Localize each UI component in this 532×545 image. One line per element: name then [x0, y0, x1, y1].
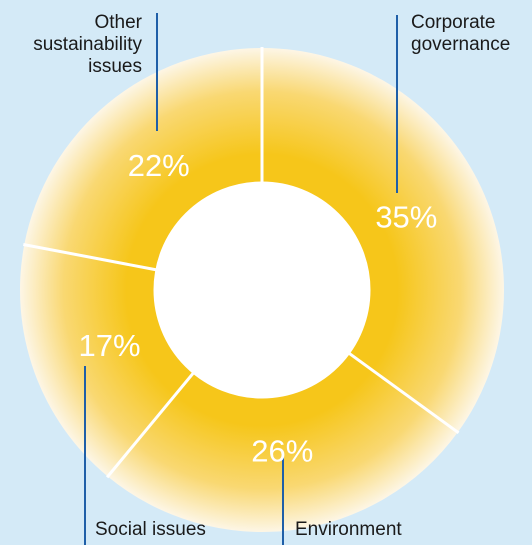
donut-hole: [153, 181, 371, 399]
slice-corporate-governance: [262, 48, 504, 433]
slice-label-text: Corporate governance: [411, 12, 511, 55]
slice-divider: [23, 242, 159, 272]
slice-label-text: Environment: [295, 519, 402, 540]
slice-label-text: Other sustainability issues: [33, 12, 142, 77]
slice-divider: [346, 351, 460, 435]
percent-label-corporate-governance: 35%: [375, 199, 437, 234]
dividers-layer: [23, 47, 460, 479]
percent-label-social-issues: 17%: [79, 328, 141, 363]
slice-divider: [105, 370, 196, 479]
slice-label-other-sustainability-issues: Other sustainability issues: [0, 12, 142, 78]
slices-layer: [20, 48, 504, 532]
percent-label-environment: 26%: [251, 434, 313, 469]
percent-labels-layer: 35% 26% 17% 22%: [79, 148, 438, 469]
slice-environment: [107, 352, 458, 532]
slice-label-corporate-governance: Corporate governance: [411, 12, 510, 56]
slice-social-issues: [20, 244, 194, 477]
leaders-layer: [84, 13, 398, 545]
slice-other-sustainability-issues: [24, 48, 263, 270]
slice-label-environment: Environment: [295, 519, 402, 541]
percent-label-other-sustainability-issues: 22%: [128, 148, 190, 183]
slice-label-social-issues: Social issues: [95, 519, 206, 541]
slice-label-text: Social issues: [95, 519, 206, 540]
